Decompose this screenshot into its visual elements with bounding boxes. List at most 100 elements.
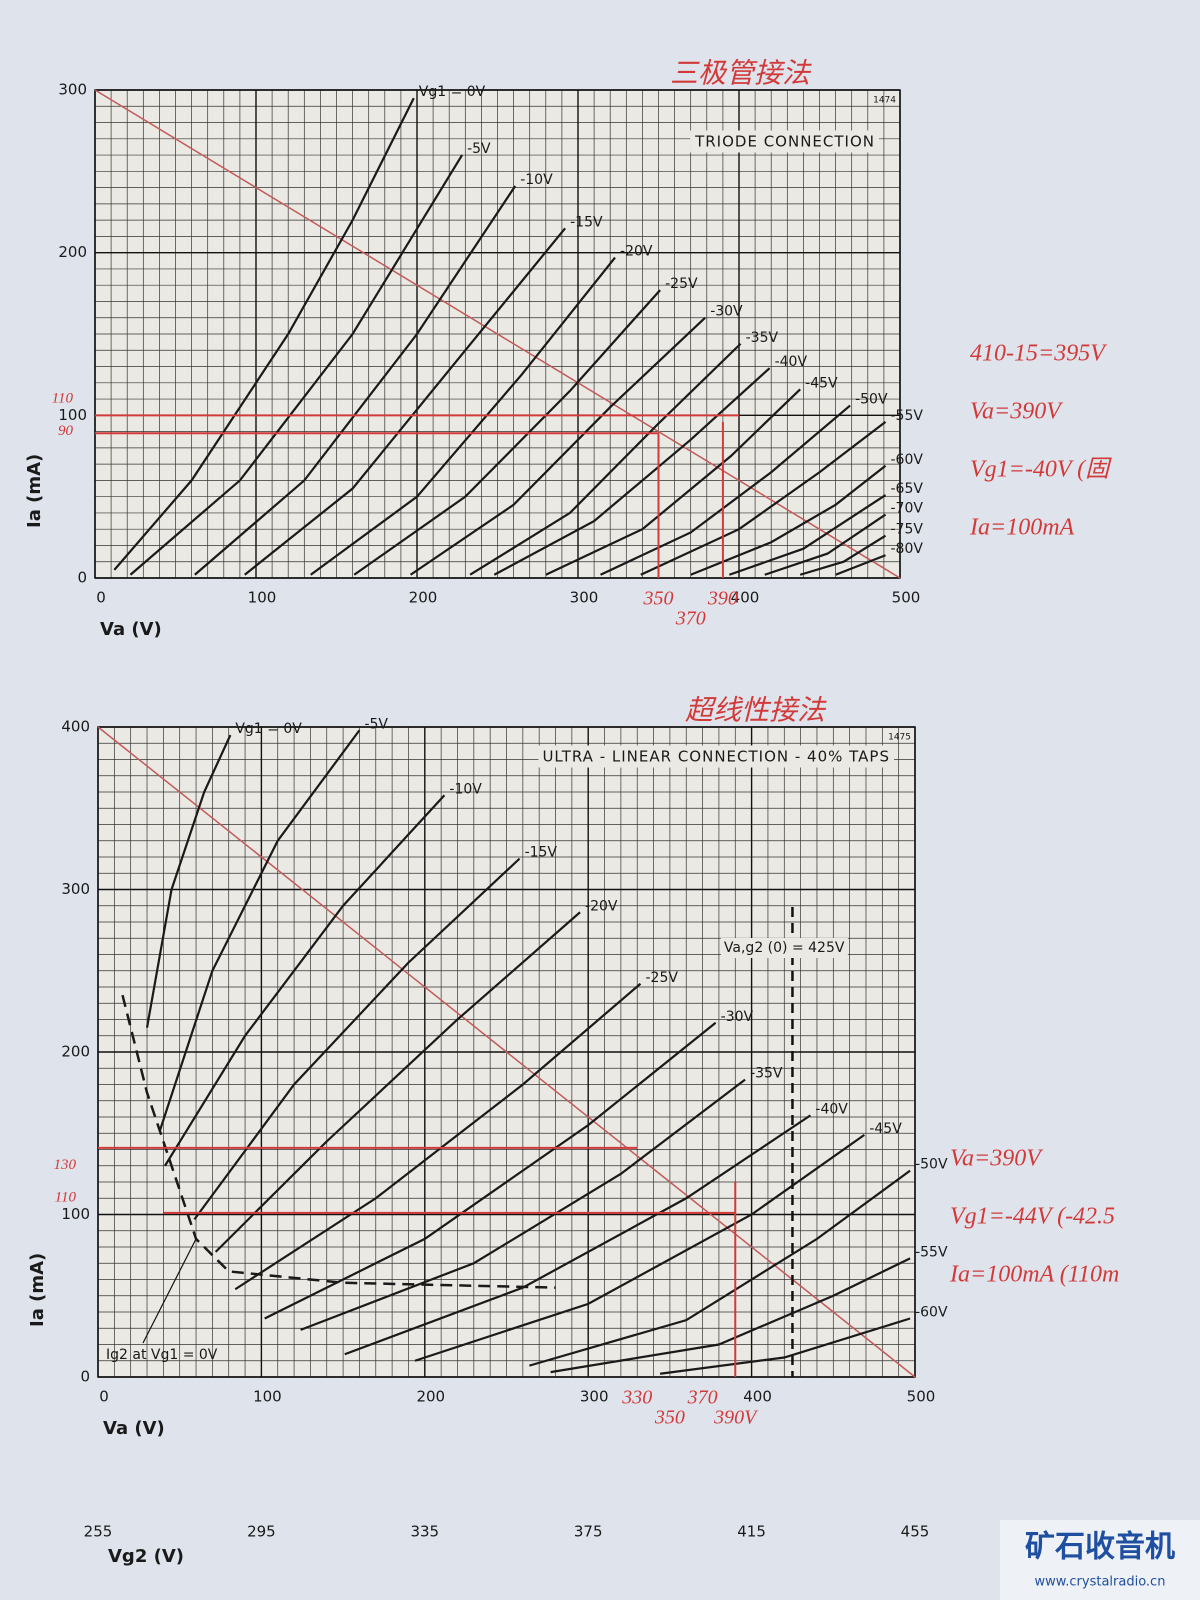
curve-label: -30V (710, 304, 743, 320)
curve-label: -35V (746, 330, 779, 346)
x-tick-label: 100 (248, 589, 277, 607)
side-note: Ia=100mA (969, 515, 1075, 541)
watermark-box (1000, 1520, 1200, 1600)
figure-number: 1475 (888, 733, 911, 743)
y-tick-label: 0 (77, 569, 87, 587)
chart-title: TRIODE CONNECTION (694, 133, 875, 151)
marked-x-label: 370 (687, 1387, 718, 1409)
x-axis-label: Va (V) (103, 1418, 165, 1439)
side-note: Vg1=-40V (固 (970, 457, 1112, 483)
x-axis-label: Va (V) (100, 619, 162, 640)
curve-label: -40V (775, 354, 808, 370)
watermark-name: 矿石收音机 (1025, 1530, 1175, 1565)
x2-tick-label: 295 (247, 1523, 276, 1541)
watermark-url: www.crystalradio.cn (1035, 1575, 1166, 1590)
curve-label: -45V (805, 375, 838, 391)
y-tick-label: 100 (61, 1205, 90, 1223)
label-arrow (142, 1238, 197, 1344)
x-tick-label: 400 (743, 1388, 772, 1406)
curve (728, 494, 887, 576)
chart-title: ULTRA - LINEAR CONNECTION - 40% TAPS (542, 748, 890, 766)
vline-label: Va,g2 (0) = 425V (724, 940, 845, 956)
curve-label: -60V (891, 452, 924, 468)
marked-x-label: 350 (643, 588, 674, 610)
curve (414, 1133, 865, 1362)
curve-label: -10V (520, 172, 553, 188)
curve (659, 1317, 911, 1375)
curve (640, 420, 887, 576)
curve-label: -20V (585, 898, 618, 914)
curve-label: -65V (891, 481, 924, 497)
load-line (97, 726, 916, 1378)
curve-label: -5V (364, 716, 388, 732)
vline-label-bg (720, 938, 848, 958)
x2-tick-label: 415 (737, 1523, 766, 1541)
curve (835, 554, 886, 576)
curve (300, 1078, 746, 1331)
x-tick-label: 0 (99, 1388, 109, 1406)
side-note: Ia=100mA (110m (949, 1262, 1119, 1288)
title-bg (690, 130, 879, 153)
curve-label: -45V (869, 1121, 902, 1137)
curve-label: -15V (570, 214, 603, 230)
y-axis-label: Ia (mA) (24, 454, 45, 528)
marked-x-label: 390 (707, 588, 738, 610)
marked-x-label: 350 (654, 1407, 685, 1429)
curve-label: -75V (891, 522, 924, 538)
x-tick-label: 200 (409, 589, 438, 607)
curve (310, 256, 616, 576)
curve (409, 316, 706, 576)
curve-label: -55V (891, 408, 924, 424)
side-note: Va=390V (970, 399, 1063, 425)
x-tick-label: 200 (416, 1388, 445, 1406)
curve-label: -25V (645, 970, 678, 986)
x2-tick-label: 375 (574, 1523, 603, 1541)
curve-label: -60V (915, 1305, 948, 1321)
curve (550, 1257, 911, 1374)
curve-label: -80V (891, 541, 924, 557)
x2-tick-label: 255 (84, 1523, 113, 1541)
y-tick-label: 200 (58, 243, 87, 261)
curve (799, 534, 887, 576)
y-tick-label: 400 (61, 718, 90, 736)
marked-x-label: 370 (675, 608, 706, 630)
curve-label: -20V (620, 244, 653, 260)
curve (113, 97, 415, 571)
curve (194, 185, 517, 576)
curve (469, 342, 742, 576)
curve (344, 1114, 812, 1356)
handwritten-title: 超线性接法 (685, 695, 827, 726)
y-axis-label: Ia (mA) (27, 1253, 48, 1327)
marked-y-label: 110 (55, 1190, 77, 1206)
curve (545, 388, 801, 576)
marked-y-label: 110 (52, 391, 74, 407)
marked-y-label: 90 (58, 423, 74, 439)
x-tick-label: 300 (580, 1388, 609, 1406)
marked-x-label: 330 (621, 1387, 652, 1409)
curve-label: Vg1 = 0V (235, 721, 302, 737)
x-tick-label: 500 (907, 1388, 936, 1406)
curve-label: Ig2 at Vg1 = 0V (106, 1347, 218, 1363)
y-tick-label: 200 (61, 1043, 90, 1061)
curve (600, 404, 851, 576)
curve (193, 857, 521, 1221)
curve (690, 464, 887, 576)
x2-tick-label: 455 (901, 1523, 930, 1541)
curve (129, 154, 464, 576)
curve-label: -50V (855, 392, 888, 408)
x-tick-label: 300 (570, 589, 599, 607)
curve-label: Vg1 = 0V (419, 84, 486, 100)
curve (159, 729, 361, 1131)
handwritten-title: 三极管接法 (670, 58, 812, 89)
curve-label: -5V (467, 141, 491, 157)
figure-number: 1474 (873, 96, 896, 106)
x-tick-label: 100 (253, 1388, 282, 1406)
marked-x-label: 390V (713, 1407, 759, 1429)
y-tick-label: 300 (58, 81, 87, 99)
curve (264, 1021, 717, 1320)
curve-label: -55V (915, 1244, 948, 1260)
curve (145, 734, 232, 1028)
side-note: Vg1=-44V (-42.5 (950, 1204, 1115, 1230)
curve-label: -10V (449, 781, 482, 797)
